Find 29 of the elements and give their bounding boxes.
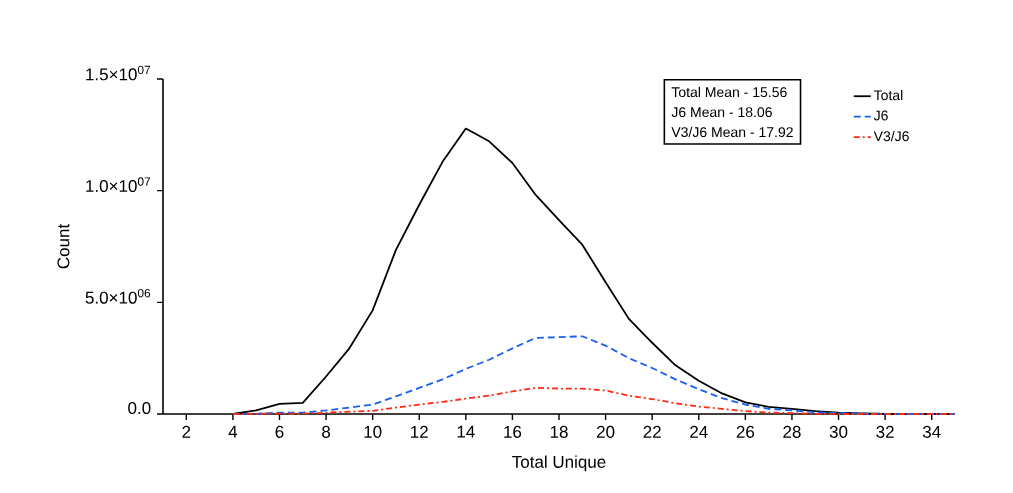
legend-label: Total <box>873 89 903 101</box>
x-tick-label: 12 <box>411 425 428 438</box>
legend-label: J6 <box>873 110 888 121</box>
y-tick-label: 1.5×10$^{07}$ <box>86 65 151 81</box>
x-tick-label: 2 <box>182 425 191 438</box>
x-tick-label: 10 <box>364 425 382 438</box>
y-tick-label: 5.0×10$^{06}$ <box>85 288 151 304</box>
legend-label: V3/J6 <box>873 130 909 142</box>
x-tick-label: 24 <box>690 425 708 438</box>
y-tick-label: 1.0×10$^{07}$ <box>86 177 151 193</box>
annotation: V3/J6 Mean - 17.92 <box>671 126 793 138</box>
x-tick-label: 4 <box>228 425 238 438</box>
y-tick-label: 0.0 <box>128 401 151 415</box>
x-tick-label: 8 <box>322 425 331 438</box>
x-tick-label: 14 <box>457 425 475 438</box>
annotation: Total Mean - 15.56 <box>671 86 787 98</box>
x-tick-label: 6 <box>275 425 284 438</box>
annotation: J6 Mean - 18.06 <box>671 107 772 118</box>
x-tick-label: 30 <box>829 425 848 438</box>
x-tick-label: 26 <box>736 425 755 438</box>
x-tick-label: 18 <box>550 425 568 438</box>
y-axis-title: Count <box>57 223 70 269</box>
x-tick-label: 34 <box>922 425 941 438</box>
x-tick-label: 20 <box>597 425 615 438</box>
x-tick-label: 22 <box>643 425 661 438</box>
x-tick-label: 28 <box>783 425 801 438</box>
x-tick-label: 32 <box>876 425 894 438</box>
x-axis-title: Total Unique <box>512 455 606 472</box>
x-tick-label: 16 <box>504 425 522 438</box>
